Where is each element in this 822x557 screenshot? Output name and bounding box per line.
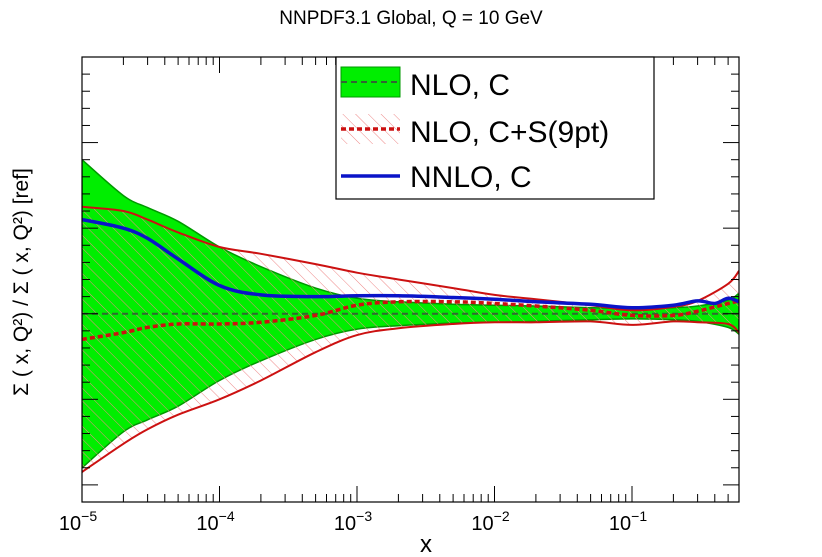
nnlo-c-line <box>82 217 739 310</box>
x-tick-label-base: 10 <box>471 513 493 535</box>
x-tick-label: 10−4 <box>196 508 234 535</box>
x-tick-label: 10−1 <box>609 508 647 535</box>
x-tick-label-base: 10 <box>196 513 218 535</box>
x-tick-label: 10−3 <box>334 508 372 535</box>
legend-label-nnlo-c: NNLO, C <box>410 161 532 194</box>
x-tick-label-exponent: −3 <box>356 508 372 524</box>
chart-title: NNPDF3.1 Global, Q = 10 GeV <box>279 8 543 29</box>
x-tick-label-exponent: −5 <box>81 508 97 524</box>
legend-label-nlo-cs: NLO, C+S(9pt) <box>410 116 609 149</box>
x-tick-label: 10−2 <box>471 508 509 535</box>
x-tick-label: 10−5 <box>59 508 97 535</box>
legend-swatch-nlo-c-band <box>340 66 401 98</box>
x-tick-label-base: 10 <box>334 513 356 535</box>
nlo-cs-band <box>82 206 739 473</box>
legend-label-nlo-c: NLO, C <box>410 69 510 102</box>
x-axis-label: x <box>420 531 432 557</box>
y-axis-label: Σ ( x, Q²) / Σ ( x, Q²) [ref] <box>10 168 33 396</box>
x-tick-label-exponent: −2 <box>494 508 510 524</box>
nlo-cs-central-line <box>82 299 739 342</box>
x-tick-label-base: 10 <box>609 513 631 535</box>
legend: NLO, C NLO, C+S(9pt) NNLO, C <box>335 56 655 200</box>
nlo-cs-lower-edge <box>82 320 739 473</box>
x-tick-label-exponent: −1 <box>631 508 647 524</box>
x-tick-label-base: 10 <box>59 513 81 535</box>
x-tick-label-exponent: −4 <box>219 508 235 524</box>
